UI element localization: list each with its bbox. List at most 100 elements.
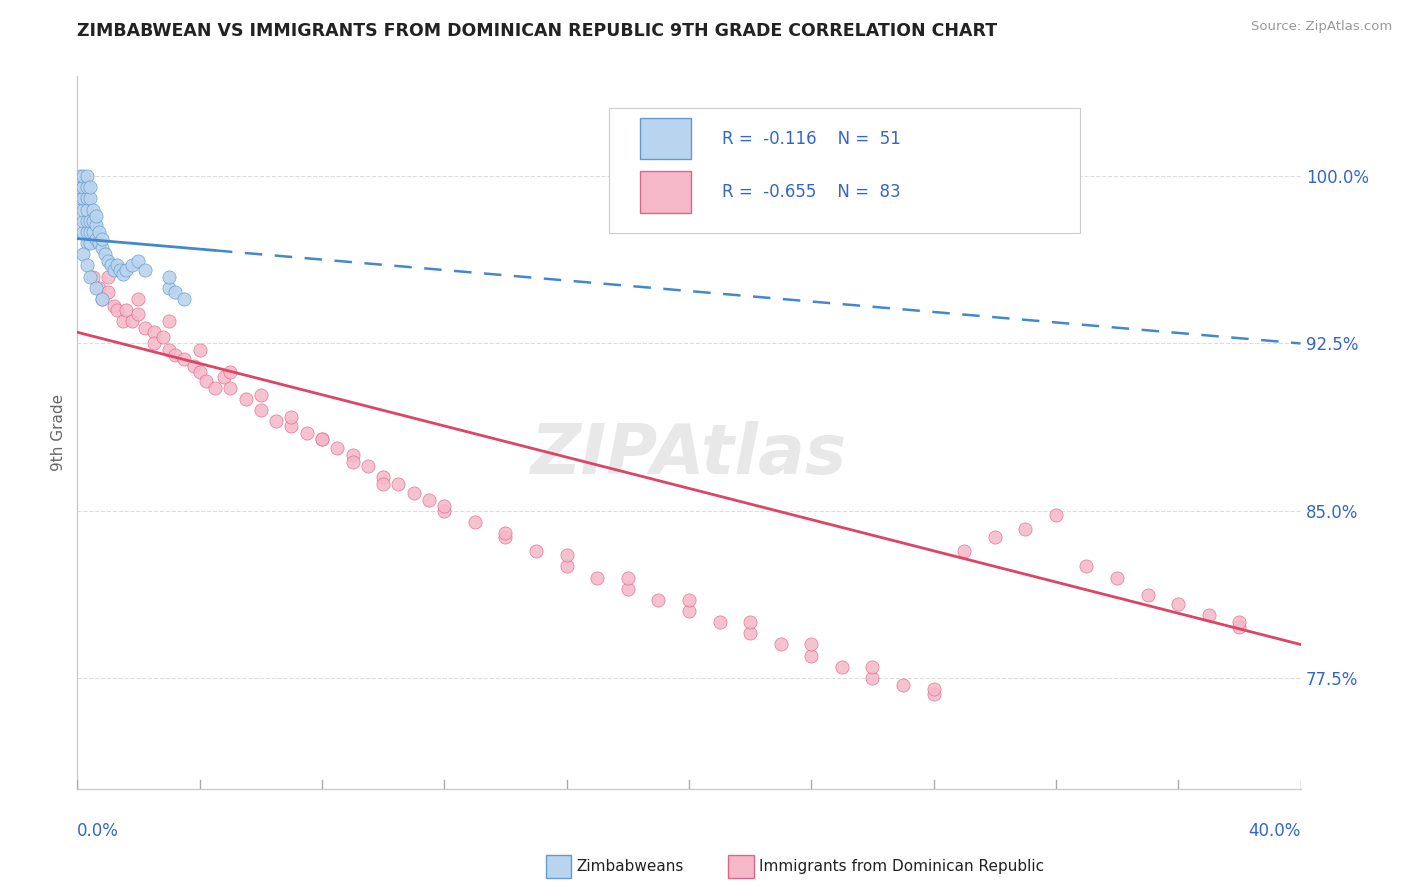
- Point: [862, 671, 884, 685]
- Point: [105, 259, 128, 273]
- Point: [1136, 589, 1159, 603]
- Point: [953, 544, 976, 558]
- Point: [152, 330, 174, 344]
- Point: [464, 515, 486, 529]
- Text: R =  -0.116    N =  51: R = -0.116 N = 51: [721, 129, 901, 147]
- Point: [326, 442, 349, 455]
- Point: [84, 219, 107, 233]
- Point: [90, 292, 112, 306]
- Point: [219, 366, 242, 380]
- Point: [76, 169, 98, 184]
- Point: [831, 660, 853, 674]
- Bar: [640, 118, 692, 160]
- Point: [72, 192, 94, 206]
- Point: [108, 263, 131, 277]
- Point: [1076, 559, 1098, 574]
- Point: [134, 320, 156, 334]
- Point: [740, 615, 762, 630]
- Point: [342, 455, 364, 469]
- Point: [76, 213, 98, 227]
- Point: [524, 544, 547, 558]
- Point: [82, 225, 104, 239]
- Point: [97, 254, 120, 268]
- Point: [72, 169, 94, 184]
- Point: [76, 180, 98, 194]
- Point: [90, 241, 112, 255]
- Point: [69, 192, 91, 206]
- Point: [678, 593, 700, 607]
- Point: [157, 343, 180, 358]
- Point: [112, 314, 135, 328]
- Point: [165, 285, 187, 300]
- Point: [295, 425, 318, 440]
- Point: [76, 192, 98, 206]
- Point: [72, 225, 94, 239]
- Point: [82, 202, 104, 217]
- Point: [555, 549, 578, 563]
- Point: [1107, 571, 1129, 585]
- Point: [1167, 598, 1189, 612]
- Point: [79, 236, 101, 251]
- Point: [219, 381, 242, 395]
- Point: [357, 459, 380, 474]
- Point: [157, 269, 180, 284]
- Point: [79, 192, 101, 206]
- Point: [121, 259, 143, 273]
- Point: [115, 303, 138, 318]
- Point: [188, 366, 211, 380]
- Point: [1198, 608, 1220, 623]
- Point: [371, 470, 394, 484]
- Point: [194, 375, 217, 389]
- Point: [183, 359, 205, 373]
- Point: [97, 269, 120, 284]
- Point: [72, 202, 94, 217]
- Text: Source: ZipAtlas.com: Source: ZipAtlas.com: [1251, 20, 1392, 33]
- Text: ZIPAtlas: ZIPAtlas: [531, 420, 846, 488]
- Point: [103, 263, 125, 277]
- Point: [128, 292, 150, 306]
- Point: [311, 433, 333, 447]
- Text: ZIMBABWEAN VS IMMIGRANTS FROM DOMINICAN REPUBLIC 9TH GRADE CORRELATION CHART: ZIMBABWEAN VS IMMIGRANTS FROM DOMINICAN …: [77, 22, 997, 40]
- Point: [128, 308, 150, 322]
- Point: [235, 392, 257, 407]
- Point: [79, 269, 101, 284]
- Point: [984, 531, 1007, 545]
- Point: [678, 604, 700, 618]
- Point: [97, 285, 120, 300]
- Point: [1045, 508, 1067, 523]
- Point: [94, 247, 117, 261]
- Point: [264, 414, 287, 429]
- Point: [555, 559, 578, 574]
- Point: [418, 492, 440, 507]
- Point: [280, 410, 302, 425]
- Point: [142, 325, 165, 339]
- Point: [105, 303, 128, 318]
- Point: [79, 213, 101, 227]
- Point: [112, 268, 135, 282]
- Point: [82, 213, 104, 227]
- Point: [311, 433, 333, 447]
- Text: Zimbabweans: Zimbabweans: [576, 859, 683, 873]
- Point: [709, 615, 731, 630]
- Point: [250, 387, 273, 401]
- Point: [617, 582, 640, 596]
- Point: [84, 209, 107, 223]
- Point: [87, 225, 110, 239]
- Point: [103, 299, 125, 313]
- Point: [90, 232, 112, 246]
- Point: [76, 259, 98, 273]
- Point: [617, 571, 640, 585]
- Point: [800, 637, 823, 651]
- Point: [586, 571, 609, 585]
- Point: [891, 678, 914, 692]
- Point: [90, 292, 112, 306]
- Point: [76, 225, 98, 239]
- Point: [84, 232, 107, 246]
- Point: [121, 314, 143, 328]
- Point: [433, 504, 456, 518]
- Point: [69, 180, 91, 194]
- Point: [495, 531, 517, 545]
- Point: [173, 351, 195, 366]
- Point: [84, 281, 107, 295]
- Point: [1229, 620, 1251, 634]
